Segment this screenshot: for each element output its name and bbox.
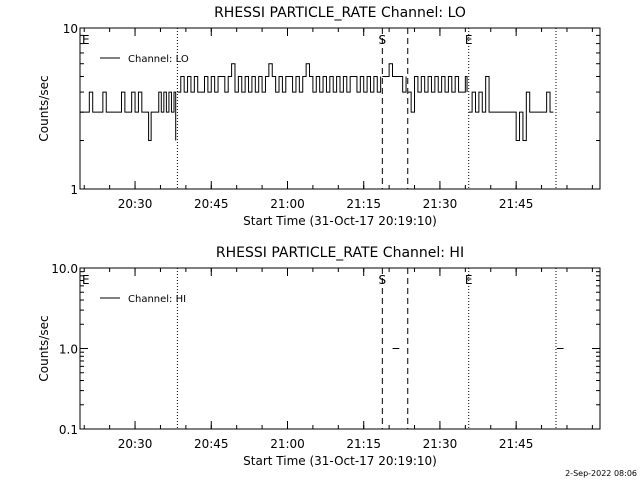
plot-frame [79, 267, 601, 430]
x-tick-label: 21:45 [499, 197, 534, 211]
series-line [80, 91, 177, 142]
marker-label: E [465, 273, 473, 287]
plot-frame [79, 27, 601, 190]
y-tick-label: 10.0 [51, 262, 78, 276]
x-tick-label: 20:30 [118, 437, 153, 451]
y-tick-label: 1.0 [59, 343, 78, 357]
x-tick-label: 20:30 [118, 197, 153, 211]
x-tick-label: 21:15 [346, 197, 381, 211]
y-axis-label: Counts/sec [37, 75, 51, 141]
marker-label: E [82, 273, 90, 287]
x-tick-label: 21:00 [270, 437, 305, 451]
lo-channel-panel: RHESSI PARTICLE_RATE Channel: LO Counts/s… [37, 5, 601, 228]
y-tick-label: 0.1 [59, 423, 78, 437]
series-line [407, 75, 468, 113]
series-line [468, 75, 554, 142]
marker-label: E [82, 33, 90, 47]
x-axis-label: Start Time (31-Oct-17 20:19:10) [243, 214, 437, 228]
x-tick-label: 20:45 [194, 197, 229, 211]
marker-label: E [465, 33, 473, 47]
x-tick-label: 20:45 [194, 437, 229, 451]
hi-channel-panel: RHESSI PARTICLE_RATE Channel: HI Counts/s… [37, 245, 601, 468]
y-tick-label: 10 [63, 22, 78, 36]
y-tick-label: 1 [70, 183, 78, 197]
x-axis-label: Start Time (31-Oct-17 20:19:10) [243, 454, 437, 468]
legend-label: Channel: HI [128, 294, 186, 305]
x-tick-label: 21:30 [423, 197, 458, 211]
x-tick-label: 21:30 [423, 437, 458, 451]
series-line [177, 63, 382, 93]
chart-title: RHESSI PARTICLE_RATE Channel: LO [214, 5, 466, 21]
marker-label: S [379, 33, 387, 47]
footer-timestamp: 2-Sep-2022 08:06 [565, 469, 637, 478]
series-line [382, 63, 407, 93]
x-tick-label: 21:15 [346, 437, 381, 451]
x-tick-label: 21:00 [270, 197, 305, 211]
x-tick-label: 21:45 [499, 437, 534, 451]
chart-title: RHESSI PARTICLE_RATE Channel: HI [216, 245, 464, 261]
legend-label: Channel: LO [128, 54, 189, 65]
marker-label: S [379, 273, 387, 287]
y-axis-label: Counts/sec [37, 315, 51, 381]
